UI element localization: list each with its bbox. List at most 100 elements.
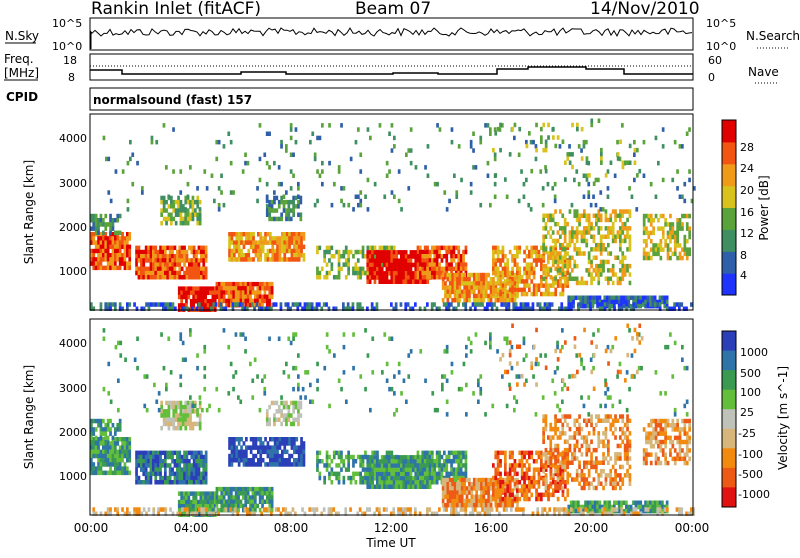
echo-cell [195, 299, 198, 304]
echo-cell [371, 254, 374, 258]
echo-cell [381, 262, 384, 267]
echo-cell [374, 468, 377, 473]
echo-cell [195, 467, 198, 472]
echo-cell [681, 222, 684, 227]
echo-cell [492, 250, 495, 255]
echo-cell [231, 257, 234, 262]
echo-cell [426, 275, 429, 280]
echo-cell [492, 497, 495, 502]
echo-cell [421, 463, 424, 468]
power-cbar-tick-24: 24 [740, 162, 754, 175]
echo-cell [600, 156, 603, 161]
echo-cell [674, 231, 677, 236]
echo-cell [174, 267, 177, 272]
echo-cell [216, 286, 219, 291]
echo-cell [166, 258, 169, 263]
echo-cell [436, 480, 439, 485]
echo-cell [433, 472, 436, 477]
echo-cell [569, 256, 572, 261]
echo-cell [390, 302, 393, 307]
echo-cell [383, 271, 386, 276]
echo-cell [119, 236, 122, 241]
echo-cell [398, 263, 401, 268]
echo-cell [526, 484, 529, 489]
echo-cell [207, 303, 210, 308]
echo-cell [683, 199, 686, 204]
echo-cell [114, 266, 117, 271]
echo-cell [456, 486, 459, 491]
echo-cell [450, 463, 453, 468]
echo-cell [573, 260, 576, 265]
echo-cell [475, 294, 478, 299]
echo-cell [542, 427, 545, 432]
echo-cell [549, 218, 552, 223]
echo-cell [564, 247, 567, 252]
echo-cell [127, 161, 130, 166]
echo-cell [209, 291, 212, 296]
echo-cell [92, 240, 95, 245]
echo-cell [269, 458, 272, 463]
echo-cell [290, 401, 293, 406]
echo-cell [478, 499, 481, 504]
echo-cell [174, 476, 177, 481]
echo-cell [444, 285, 447, 290]
echo-cell [198, 258, 201, 263]
echo-cell [245, 462, 248, 467]
echo-cell [471, 490, 474, 495]
echo-cell [400, 459, 403, 464]
echo-cell [547, 486, 550, 491]
echo-cell [281, 245, 284, 250]
echo-cell [457, 302, 460, 307]
echo-cell [188, 472, 191, 477]
echo-cell [147, 254, 150, 259]
echo-cell [249, 286, 252, 291]
echo-cell [178, 271, 181, 276]
echo-cell [445, 472, 448, 477]
echo-cell [240, 491, 243, 496]
echo-cell [255, 249, 258, 254]
echo-cell [398, 464, 401, 469]
echo-cell [209, 500, 212, 505]
echo-cell [483, 290, 486, 295]
echo-cell [376, 468, 379, 473]
echo-cell [497, 258, 500, 263]
echo-cell [100, 240, 103, 245]
echo-cell [405, 480, 408, 485]
echo-cell [488, 302, 491, 307]
echo-cell [180, 426, 183, 431]
echo-cell [559, 235, 562, 240]
echo-cell [688, 235, 691, 240]
echo-cell [371, 476, 374, 481]
echo-cell [390, 472, 393, 477]
echo-cell [194, 208, 197, 213]
echo-cell [474, 302, 477, 307]
echo-cell [311, 302, 314, 307]
echo-cell [145, 480, 148, 485]
echo-cell [326, 451, 329, 456]
echo-cell [150, 463, 153, 468]
echo-cell [104, 240, 107, 245]
echo-cell [530, 262, 533, 267]
echo-cell [545, 226, 548, 231]
echo-cell [104, 436, 107, 441]
echo-cell [145, 275, 148, 280]
echo-cell [319, 271, 322, 276]
echo-cell [200, 459, 203, 464]
echo-cell [169, 480, 172, 485]
echo-cell [549, 423, 552, 428]
echo-cell [266, 208, 269, 213]
echo-cell [182, 418, 185, 423]
echo-cell [494, 476, 497, 481]
echo-cell [252, 236, 255, 241]
echo-cell [552, 135, 555, 140]
echo-cell [192, 299, 195, 304]
echo-cell [554, 199, 557, 204]
echo-cell [212, 291, 215, 296]
echo-cell [114, 466, 117, 471]
echo-cell [429, 275, 432, 280]
echo-cell [114, 427, 117, 432]
echo-cell [454, 503, 457, 508]
echo-cell [570, 296, 573, 301]
echo-cell [366, 275, 369, 280]
echo-cell [530, 451, 533, 456]
